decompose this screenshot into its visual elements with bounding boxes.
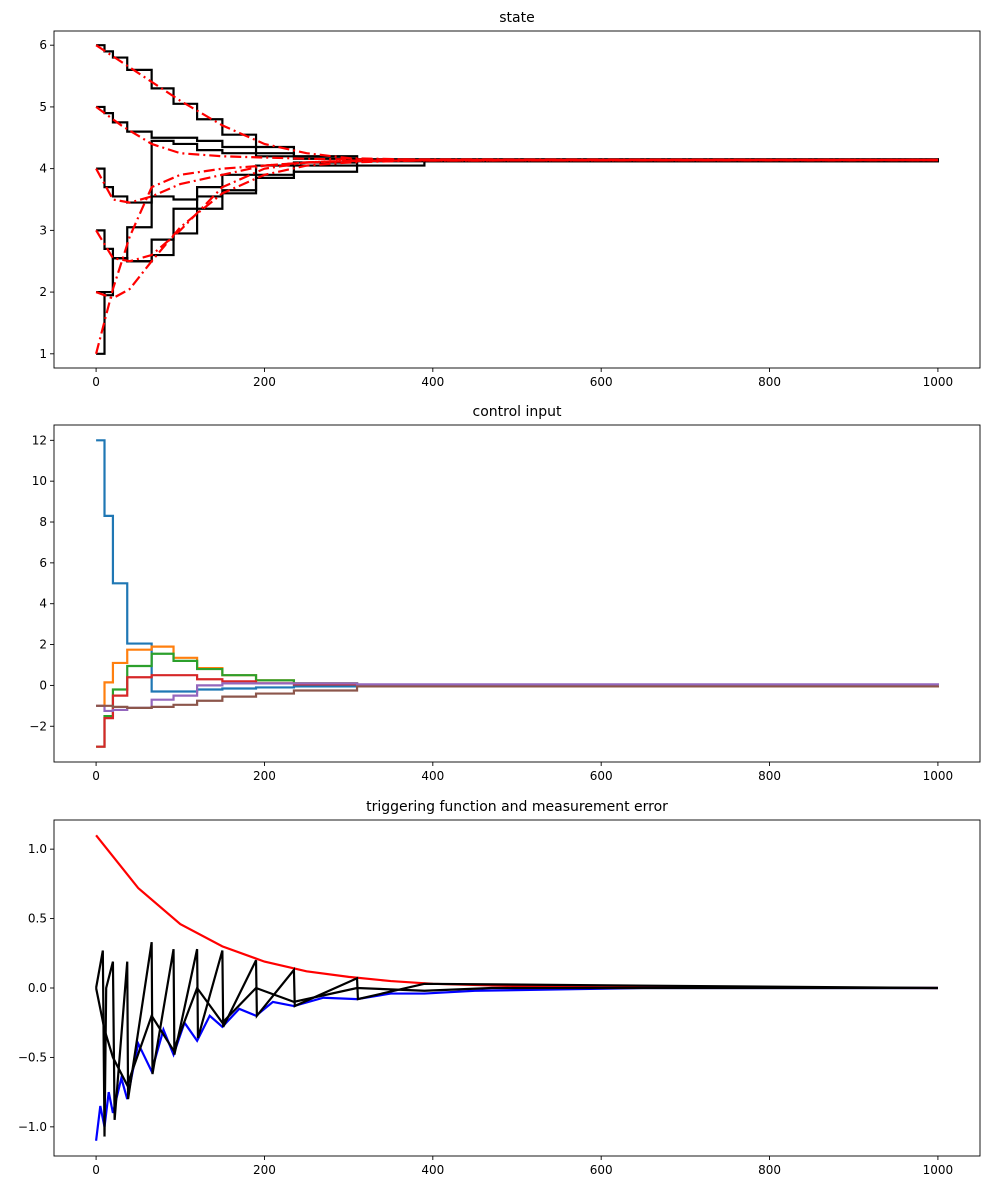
series-line-10 [95,158,938,204]
y-tick-label: 5 [39,100,47,114]
series-line-1 [96,159,940,355]
y-tick-label: −1.0 [18,1120,47,1134]
x-tick-label: 1000 [923,769,954,783]
series-group [96,439,940,748]
series-line-4 [95,985,938,1088]
y-tick-label: 6 [39,556,47,570]
y-tick-label: 2 [39,638,47,652]
y-tick-label: 12 [32,433,47,447]
x-tick-label: 400 [421,375,444,389]
series-line-1 [96,439,938,693]
y-tick-label: 2 [39,285,47,299]
y-tick-label: 4 [39,162,47,176]
subplot-1: 0 200 400 600 800 1000 1 2 3 4 5 6 state [39,10,981,389]
x-tick-label: 200 [253,1163,276,1177]
subplot-title: state [499,10,534,26]
y-tick-label: 10 [32,474,47,488]
y-tick-label: 0.0 [28,981,47,995]
y-tick-label: 3 [39,223,47,237]
x-tick-label: 200 [253,769,276,783]
series-line-11 [95,106,938,162]
subplot-title: control input [473,404,563,420]
series-line-6 [96,685,940,709]
y-tick-label: 0.5 [28,912,47,926]
series-line-12 [95,44,938,162]
x-tick-label: 0 [92,375,100,389]
y-tick-label: −0.5 [18,1050,47,1064]
x-tick-label: 400 [421,1163,444,1177]
x-tick-label: 800 [758,769,781,783]
x-tick-label: 800 [758,1163,781,1177]
y-tick-label: 6 [39,38,47,52]
x-tick-label: 1000 [923,1163,954,1177]
y-tick-label: 1 [39,347,47,361]
axes-frame [53,30,981,369]
series-group [95,44,940,355]
x-tick-label: 600 [590,375,613,389]
x-tick-label: 800 [758,375,781,389]
series-line-5 [96,682,940,713]
axes-frame [53,424,981,763]
series-group [94,834,938,1141]
series-line-7 [95,158,938,355]
subplot-2: 0 200 400 600 800 1000 −2 0 2 4 6 8 10 12 control inpu… [29,404,981,783]
y-tick-label: 1.0 [28,842,47,856]
x-tick-label: 600 [590,1163,613,1177]
x-tick-label: 0 [92,769,100,783]
x-tick-label: 600 [590,769,613,783]
y-tick-label: −2 [29,719,47,733]
subplot-3: 0 200 400 600 800 1000 −1.0 −0.5 0.0 0.5 1.0 trigge… [18,799,981,1177]
y-tick-label: 4 [39,597,47,611]
x-tick-label: 400 [421,769,444,783]
series-line-6 [96,44,940,161]
x-tick-label: 200 [253,375,276,389]
subplot-title: triggering function and measurement erro… [366,799,668,815]
y-tick-label: 0 [39,678,47,692]
series-line-8 [95,158,938,300]
x-tick-label: 0 [92,1163,100,1177]
y-tick-label: 8 [39,515,47,529]
x-tick-label: 1000 [923,375,954,389]
series-line-3 [95,942,938,1137]
